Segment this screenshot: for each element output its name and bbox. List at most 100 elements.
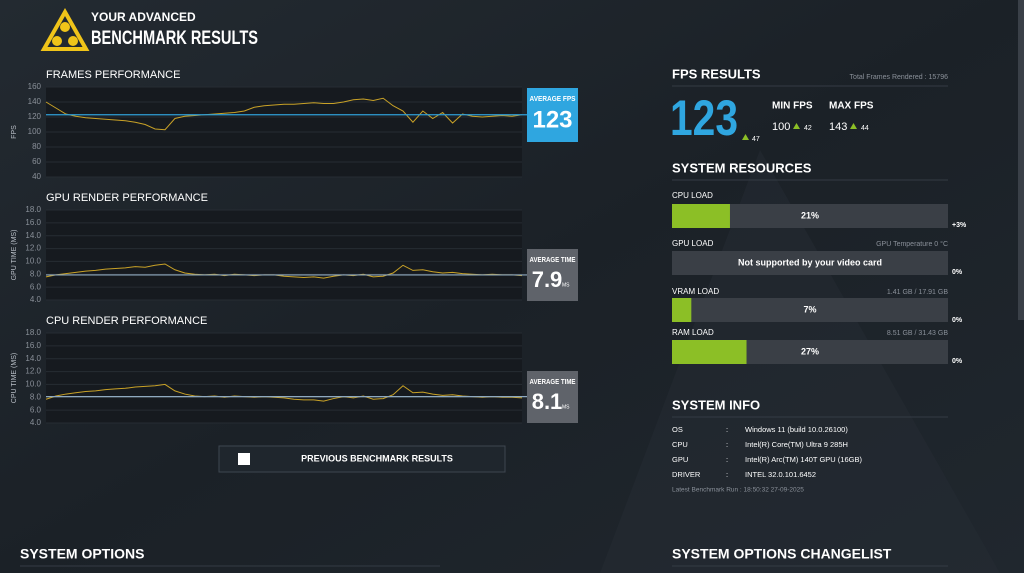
logo-triangle (40, 7, 90, 51)
max-fps: 143 (829, 121, 847, 133)
logo (40, 7, 90, 51)
info-separator: : (726, 455, 728, 464)
info-value: Intel(R) Arc(TM) 140T GPU (16GB) (745, 455, 862, 464)
previous-button-label[interactable]: PREVIOUS BENCHMARK RESULTS (301, 453, 453, 463)
resource-bar (672, 340, 747, 364)
line-series (45, 97, 523, 131)
line-series (45, 263, 523, 279)
y-tick-label: 10.0 (25, 257, 41, 266)
average-unit: MS (562, 404, 570, 410)
y-tick-label: 14.0 (25, 354, 41, 363)
section-title: SYSTEM OPTIONS CHANGELIST (672, 546, 892, 562)
y-tick-label: 80 (32, 142, 41, 151)
y-tick-label: 120 (28, 112, 42, 121)
y-tick-label: 12.0 (25, 244, 41, 253)
y-tick-label: 4.0 (30, 295, 42, 304)
average-box (527, 371, 578, 423)
average-box (527, 249, 578, 301)
resource-track (672, 298, 948, 322)
plot-area (46, 210, 522, 300)
y-tick-label: 6.0 (30, 405, 42, 414)
line-series (45, 383, 523, 402)
y-tick-label: 16.0 (25, 341, 41, 350)
info-key: GPU (672, 455, 688, 464)
total-frames: Total Frames Rendered : 15796 (850, 74, 949, 81)
up-arrow (793, 123, 800, 129)
info-value: Windows 11 (build 10.0.26100) (745, 425, 848, 434)
info-key: CPU (672, 440, 688, 449)
y-tick-label: 100 (28, 127, 42, 136)
y-tick-label: 40 (32, 172, 41, 181)
y-axis-label: CPU TIME (MS) (11, 353, 18, 403)
logo-dot (52, 36, 62, 46)
y-tick-label: 4.0 (30, 418, 42, 427)
header-subtitle: YOUR ADVANCED (91, 10, 196, 24)
up-arrow (742, 134, 749, 140)
y-tick-label: 14.0 (25, 231, 41, 240)
y-axis-label: FPS (11, 125, 18, 139)
resource-label: RAM LOAD (672, 328, 714, 337)
min-fps-label: MIN FPS (772, 101, 813, 112)
info-key: DRIVER (672, 470, 701, 479)
y-axis-label: GPU TIME (MS) (11, 230, 18, 281)
plot-area (46, 333, 522, 423)
y-tick-label: 18.0 (25, 205, 41, 214)
resource-change: 0% (952, 358, 963, 365)
average-unit: MS (562, 282, 570, 288)
resource-value: 21% (801, 210, 819, 220)
resource-change: +3% (952, 222, 967, 229)
resource-label: VRAM LOAD (672, 287, 719, 296)
chart-title: FRAMES PERFORMANCE (46, 69, 180, 81)
logo-dot (68, 36, 78, 46)
average-label: AVERAGE TIME (530, 255, 576, 264)
resource-message: Not supported by your video card (738, 257, 882, 267)
average-label: AVERAGE FPS (530, 94, 576, 103)
section-title: SYSTEM OPTIONS (20, 546, 144, 562)
chart-title: CPU RENDER PERFORMANCE (46, 315, 207, 327)
info-separator: : (726, 425, 728, 434)
resource-label: CPU LOAD (672, 191, 713, 200)
average-box (527, 88, 578, 142)
average-value: 8.1 (532, 389, 563, 414)
average-value: 7.9 (532, 267, 563, 292)
y-tick-label: 10.0 (25, 380, 41, 389)
y-tick-label: 6.0 (30, 282, 42, 291)
y-tick-label: 140 (28, 97, 42, 106)
resource-bar (672, 204, 730, 228)
average-value: 123 (532, 106, 572, 133)
scrollbar (1018, 0, 1024, 320)
header-title: BENCHMARK RESULTS (91, 28, 258, 49)
resource-info: GPU Temperature 0 °C (876, 240, 948, 248)
resource-value: 27% (801, 346, 819, 356)
resource-info: 8.51 GB / 31.43 GB (887, 330, 948, 337)
info-value: INTEL 32.0.101.6452 (745, 470, 816, 479)
resource-change: 0% (952, 317, 963, 324)
max-fps-change: 44 (861, 125, 869, 132)
min-fps-change: 42 (804, 125, 812, 132)
up-arrow (850, 123, 857, 129)
info-separator: : (726, 470, 728, 479)
info-value: Intel(R) Core(TM) Ultra 9 285H (745, 440, 848, 449)
logo-dot (60, 22, 70, 32)
y-tick-label: 16.0 (25, 218, 41, 227)
average-label: AVERAGE TIME (530, 377, 576, 386)
resource-value: 7% (803, 304, 816, 314)
section-title: FPS RESULTS (672, 66, 761, 81)
min-fps: 100 (772, 121, 790, 133)
checkbox[interactable] (238, 453, 250, 465)
y-tick-label: 160 (28, 82, 42, 91)
y-tick-label: 8.0 (30, 392, 42, 401)
resource-change: 0% (952, 269, 963, 276)
previous-button[interactable] (218, 445, 506, 473)
info-separator: : (726, 440, 728, 449)
resource-label: GPU LOAD (672, 239, 714, 248)
max-fps-label: MAX FPS (829, 101, 874, 112)
chart-title: GPU RENDER PERFORMANCE (46, 192, 208, 204)
section-title: SYSTEM INFO (672, 397, 760, 412)
resource-info: 1.41 GB / 17.91 GB (887, 289, 948, 296)
latest-run: Latest Benchmark Run : 18:50:32 27-09-20… (672, 487, 804, 494)
y-tick-label: 12.0 (25, 367, 41, 376)
y-tick-label: 18.0 (25, 328, 41, 337)
